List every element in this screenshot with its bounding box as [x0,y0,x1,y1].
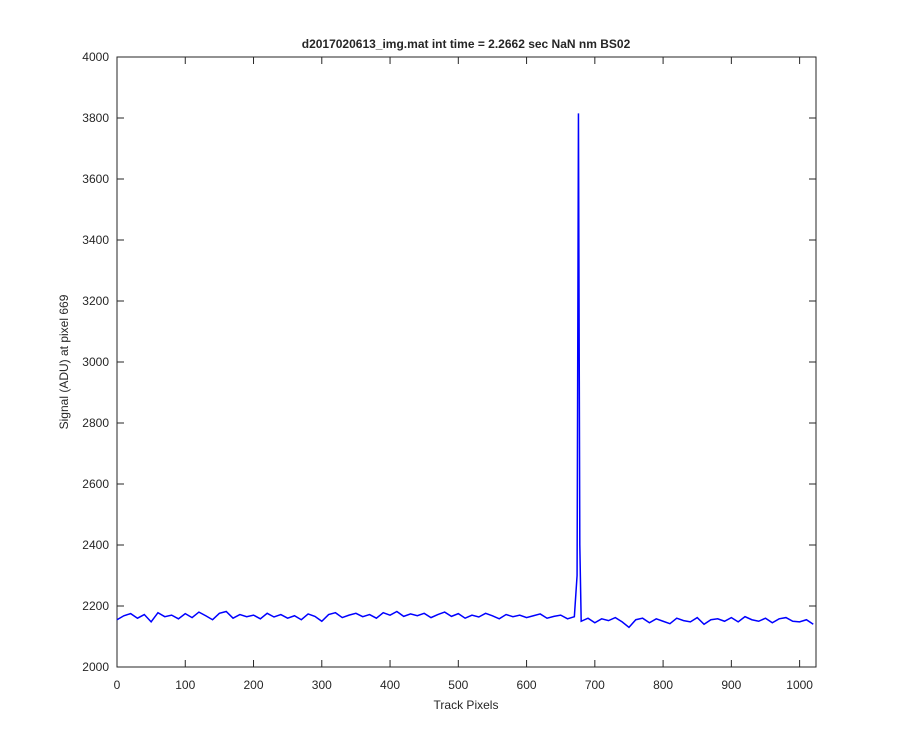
data-line [116,113,814,629]
y-tick-label: 3200 [82,294,109,308]
x-tick-label: 200 [244,678,264,692]
x-tick-label: 100 [175,678,195,692]
y-tick-label: 3400 [82,233,109,247]
chart-title: d2017020613_img.mat int time = 2.2662 se… [302,37,631,51]
y-tick-label: 2400 [82,538,109,552]
y-tick-label: 2600 [82,477,109,491]
x-tick-label: 500 [448,678,468,692]
x-tick-label: 1000 [786,678,813,692]
x-tick-label: 300 [312,678,332,692]
y-tick-label: 2800 [82,416,109,430]
y-tick-label: 2000 [82,660,109,674]
x-tick-label: 0 [114,678,121,692]
y-tick-label: 3600 [82,172,109,186]
y-tick-label: 3800 [82,111,109,125]
x-tick-label: 800 [653,678,673,692]
x-axis-label: Track Pixels [434,698,499,712]
x-tick-label: 900 [721,678,741,692]
x-tick-label: 700 [585,678,605,692]
y-axis-label: Signal (ADU) at pixel 669 [57,294,71,429]
y-tick-label: 2200 [82,599,109,613]
x-tick-label: 600 [517,678,537,692]
y-tick-label: 4000 [82,50,109,64]
x-tick-label: 400 [380,678,400,692]
y-tick-label: 3000 [82,355,109,369]
